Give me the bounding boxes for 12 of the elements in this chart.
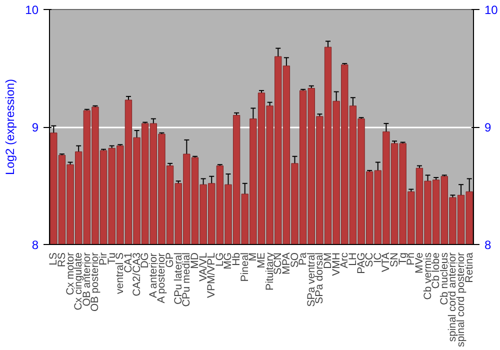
y-tick-label: 8 [32,238,39,252]
x-tick-label: RS [56,252,68,268]
y-axis-title: Log2 (expression) [3,78,18,176]
x-tick-label: MVe [413,252,426,274]
x-tick-label: OB posterior [89,252,102,312]
y-tick-label: 10 [25,3,39,17]
y2-tick-label: 8 [484,238,492,252]
x-tick-label: Tg [396,252,409,265]
y2-tick-label: 9 [484,120,492,134]
y-tick-label: 9 [32,120,39,134]
x-tick-label: A posterior [156,252,168,304]
y2-tick-label: 10 [484,3,498,17]
